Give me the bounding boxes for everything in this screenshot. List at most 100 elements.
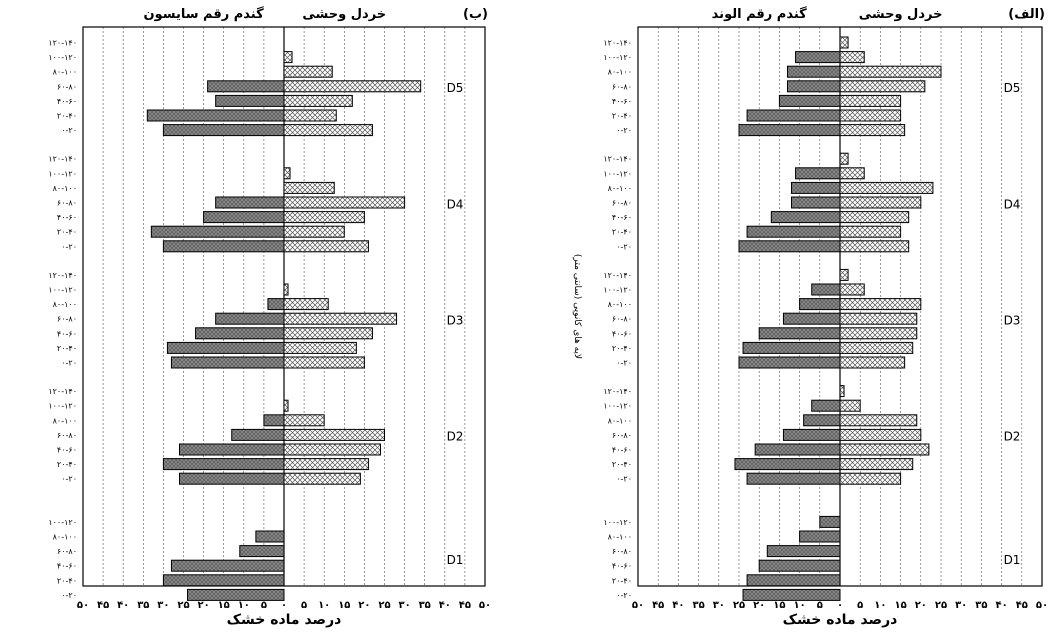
mustard-bar bbox=[839, 225, 902, 238]
mustard-bar bbox=[283, 51, 293, 64]
layer-label: ۶۰-۸۰ bbox=[612, 315, 632, 324]
layer-label: ۲۰-۴۰ bbox=[57, 112, 77, 121]
wheat-bar bbox=[791, 196, 841, 209]
group-label: D5 bbox=[447, 81, 464, 95]
group-label: D1 bbox=[447, 553, 464, 567]
layer-label: ۸۰-۱۰۰ bbox=[53, 300, 77, 309]
layer-label: ۴۰-۶۰ bbox=[57, 213, 77, 222]
mustard-bar bbox=[839, 109, 902, 122]
wheat-bar bbox=[170, 559, 285, 572]
group-label: D3 bbox=[1004, 314, 1021, 328]
layer-label: ۰-۲۰ bbox=[616, 242, 632, 251]
wheat-bar bbox=[782, 312, 841, 325]
x-tick-label: ۵ bbox=[301, 600, 307, 611]
layer-label: ۸۰-۱۰۰ bbox=[608, 300, 632, 309]
mustard-bar bbox=[839, 51, 865, 64]
x-tick-label: ۴۰ bbox=[439, 600, 451, 611]
mustard-bar bbox=[283, 124, 373, 137]
mustard-bar bbox=[839, 356, 906, 369]
mustard-bar bbox=[839, 211, 910, 224]
wheat-bar bbox=[786, 80, 841, 93]
x-tick-label: ۲۰ bbox=[753, 600, 765, 611]
wheat-bar bbox=[758, 327, 841, 340]
wheat-bar bbox=[239, 545, 285, 558]
layer-label: ۱۰۰-۱۲۰ bbox=[603, 286, 632, 295]
mustard-bar bbox=[839, 240, 910, 253]
wheat-bar bbox=[746, 225, 841, 238]
layer-label: ۸۰-۱۰۰ bbox=[608, 68, 632, 77]
layer-label: ۴۰-۶۰ bbox=[57, 329, 77, 338]
wheat-bar bbox=[150, 225, 285, 238]
layer-label: ۲۰-۴۰ bbox=[612, 112, 632, 121]
wheat-bar bbox=[803, 414, 841, 427]
wheat-bar bbox=[738, 356, 841, 369]
group-label: D2 bbox=[1004, 430, 1021, 444]
layer-label: ۱۰۰-۱۲۰ bbox=[48, 402, 77, 411]
x-tick-label: ۳۵ bbox=[692, 600, 704, 611]
mustard-bar bbox=[283, 240, 369, 253]
wheat-bar bbox=[799, 298, 841, 311]
layer-label: ۱۰۰-۱۲۰ bbox=[48, 518, 77, 527]
wheat-bar bbox=[178, 443, 285, 456]
layer-label: ۸۰-۱۰۰ bbox=[608, 184, 632, 193]
wheat-bar bbox=[178, 472, 285, 485]
wheat-bar bbox=[187, 588, 285, 601]
layer-label: ۲۰-۴۰ bbox=[612, 576, 632, 585]
wheat-bar bbox=[742, 341, 841, 354]
group-label: D3 bbox=[447, 314, 464, 328]
layer-label: ۶۰-۸۰ bbox=[57, 315, 77, 324]
layer-label: ۱۰۰-۱۲۰ bbox=[603, 53, 632, 62]
mustard-bar bbox=[839, 196, 922, 209]
x-tick-label: ۱۵ bbox=[773, 600, 785, 611]
mustard-bar bbox=[839, 94, 902, 107]
x-tick-label: ۱۰ bbox=[318, 600, 330, 611]
x-tick-label: ۵ bbox=[817, 600, 823, 611]
wheat-bar bbox=[742, 588, 841, 601]
x-tick-label: ۳۰ bbox=[955, 600, 967, 611]
layer-label: ۴۰-۶۰ bbox=[57, 97, 77, 106]
mustard-bar bbox=[839, 283, 865, 296]
wheat-bar bbox=[782, 428, 841, 441]
mustard-bar bbox=[283, 181, 335, 194]
layer-label: ۴۰-۶۰ bbox=[612, 97, 632, 106]
x-tick-label: ۳۵ bbox=[419, 600, 431, 611]
wheat-bar bbox=[170, 356, 285, 369]
wheat-bar bbox=[166, 341, 285, 354]
wheat-bar bbox=[738, 124, 841, 137]
wheat-bar bbox=[162, 574, 285, 587]
x-tick-label: ۱۰ bbox=[874, 600, 886, 611]
layer-label: ۰-۲۰ bbox=[61, 242, 77, 251]
layer-label: ۲۰-۴۰ bbox=[57, 460, 77, 469]
panel-label: (الف) bbox=[1008, 7, 1045, 22]
layer-label: ۲۰-۴۰ bbox=[612, 460, 632, 469]
wheat-bar bbox=[746, 574, 841, 587]
layer-label: ۱۰۰-۱۲۰ bbox=[603, 402, 632, 411]
panel-label: (ب) bbox=[463, 7, 488, 22]
layer-label: ۸۰-۱۰۰ bbox=[53, 184, 77, 193]
wheat-bar bbox=[734, 458, 841, 471]
mustard-bar bbox=[839, 428, 922, 441]
x-tick-label: ۳۵ bbox=[137, 600, 149, 611]
wheat-bar bbox=[207, 80, 285, 93]
layer-label: ۴۰-۶۰ bbox=[612, 213, 632, 222]
layer-label: ۱۲۰-۱۴۰ bbox=[603, 39, 632, 48]
wheat-bar bbox=[263, 414, 285, 427]
mustard-bar bbox=[283, 443, 381, 456]
layer-label: ۱۰۰-۱۲۰ bbox=[48, 286, 77, 295]
mustard-bar bbox=[283, 211, 365, 224]
x-tick-label: ۴۵ bbox=[459, 600, 471, 611]
layer-label: ۰-۲۰ bbox=[616, 359, 632, 368]
wheat-bar bbox=[203, 211, 285, 224]
wheat-bar bbox=[795, 51, 841, 64]
layer-label: ۱۲۰-۱۴۰ bbox=[603, 387, 632, 396]
layer-label: ۰-۲۰ bbox=[616, 591, 632, 600]
x-tick-label: ۲۵ bbox=[935, 600, 947, 611]
group-label: D5 bbox=[1004, 81, 1021, 95]
mustard-bar bbox=[283, 225, 345, 238]
wheat-bar bbox=[795, 167, 841, 180]
mustard-bar bbox=[839, 472, 902, 485]
mustard-bar bbox=[839, 124, 906, 137]
wheat-bar bbox=[267, 298, 285, 311]
wheat-bar bbox=[754, 443, 841, 456]
layer-label: ۸۰-۱۰۰ bbox=[53, 416, 77, 425]
